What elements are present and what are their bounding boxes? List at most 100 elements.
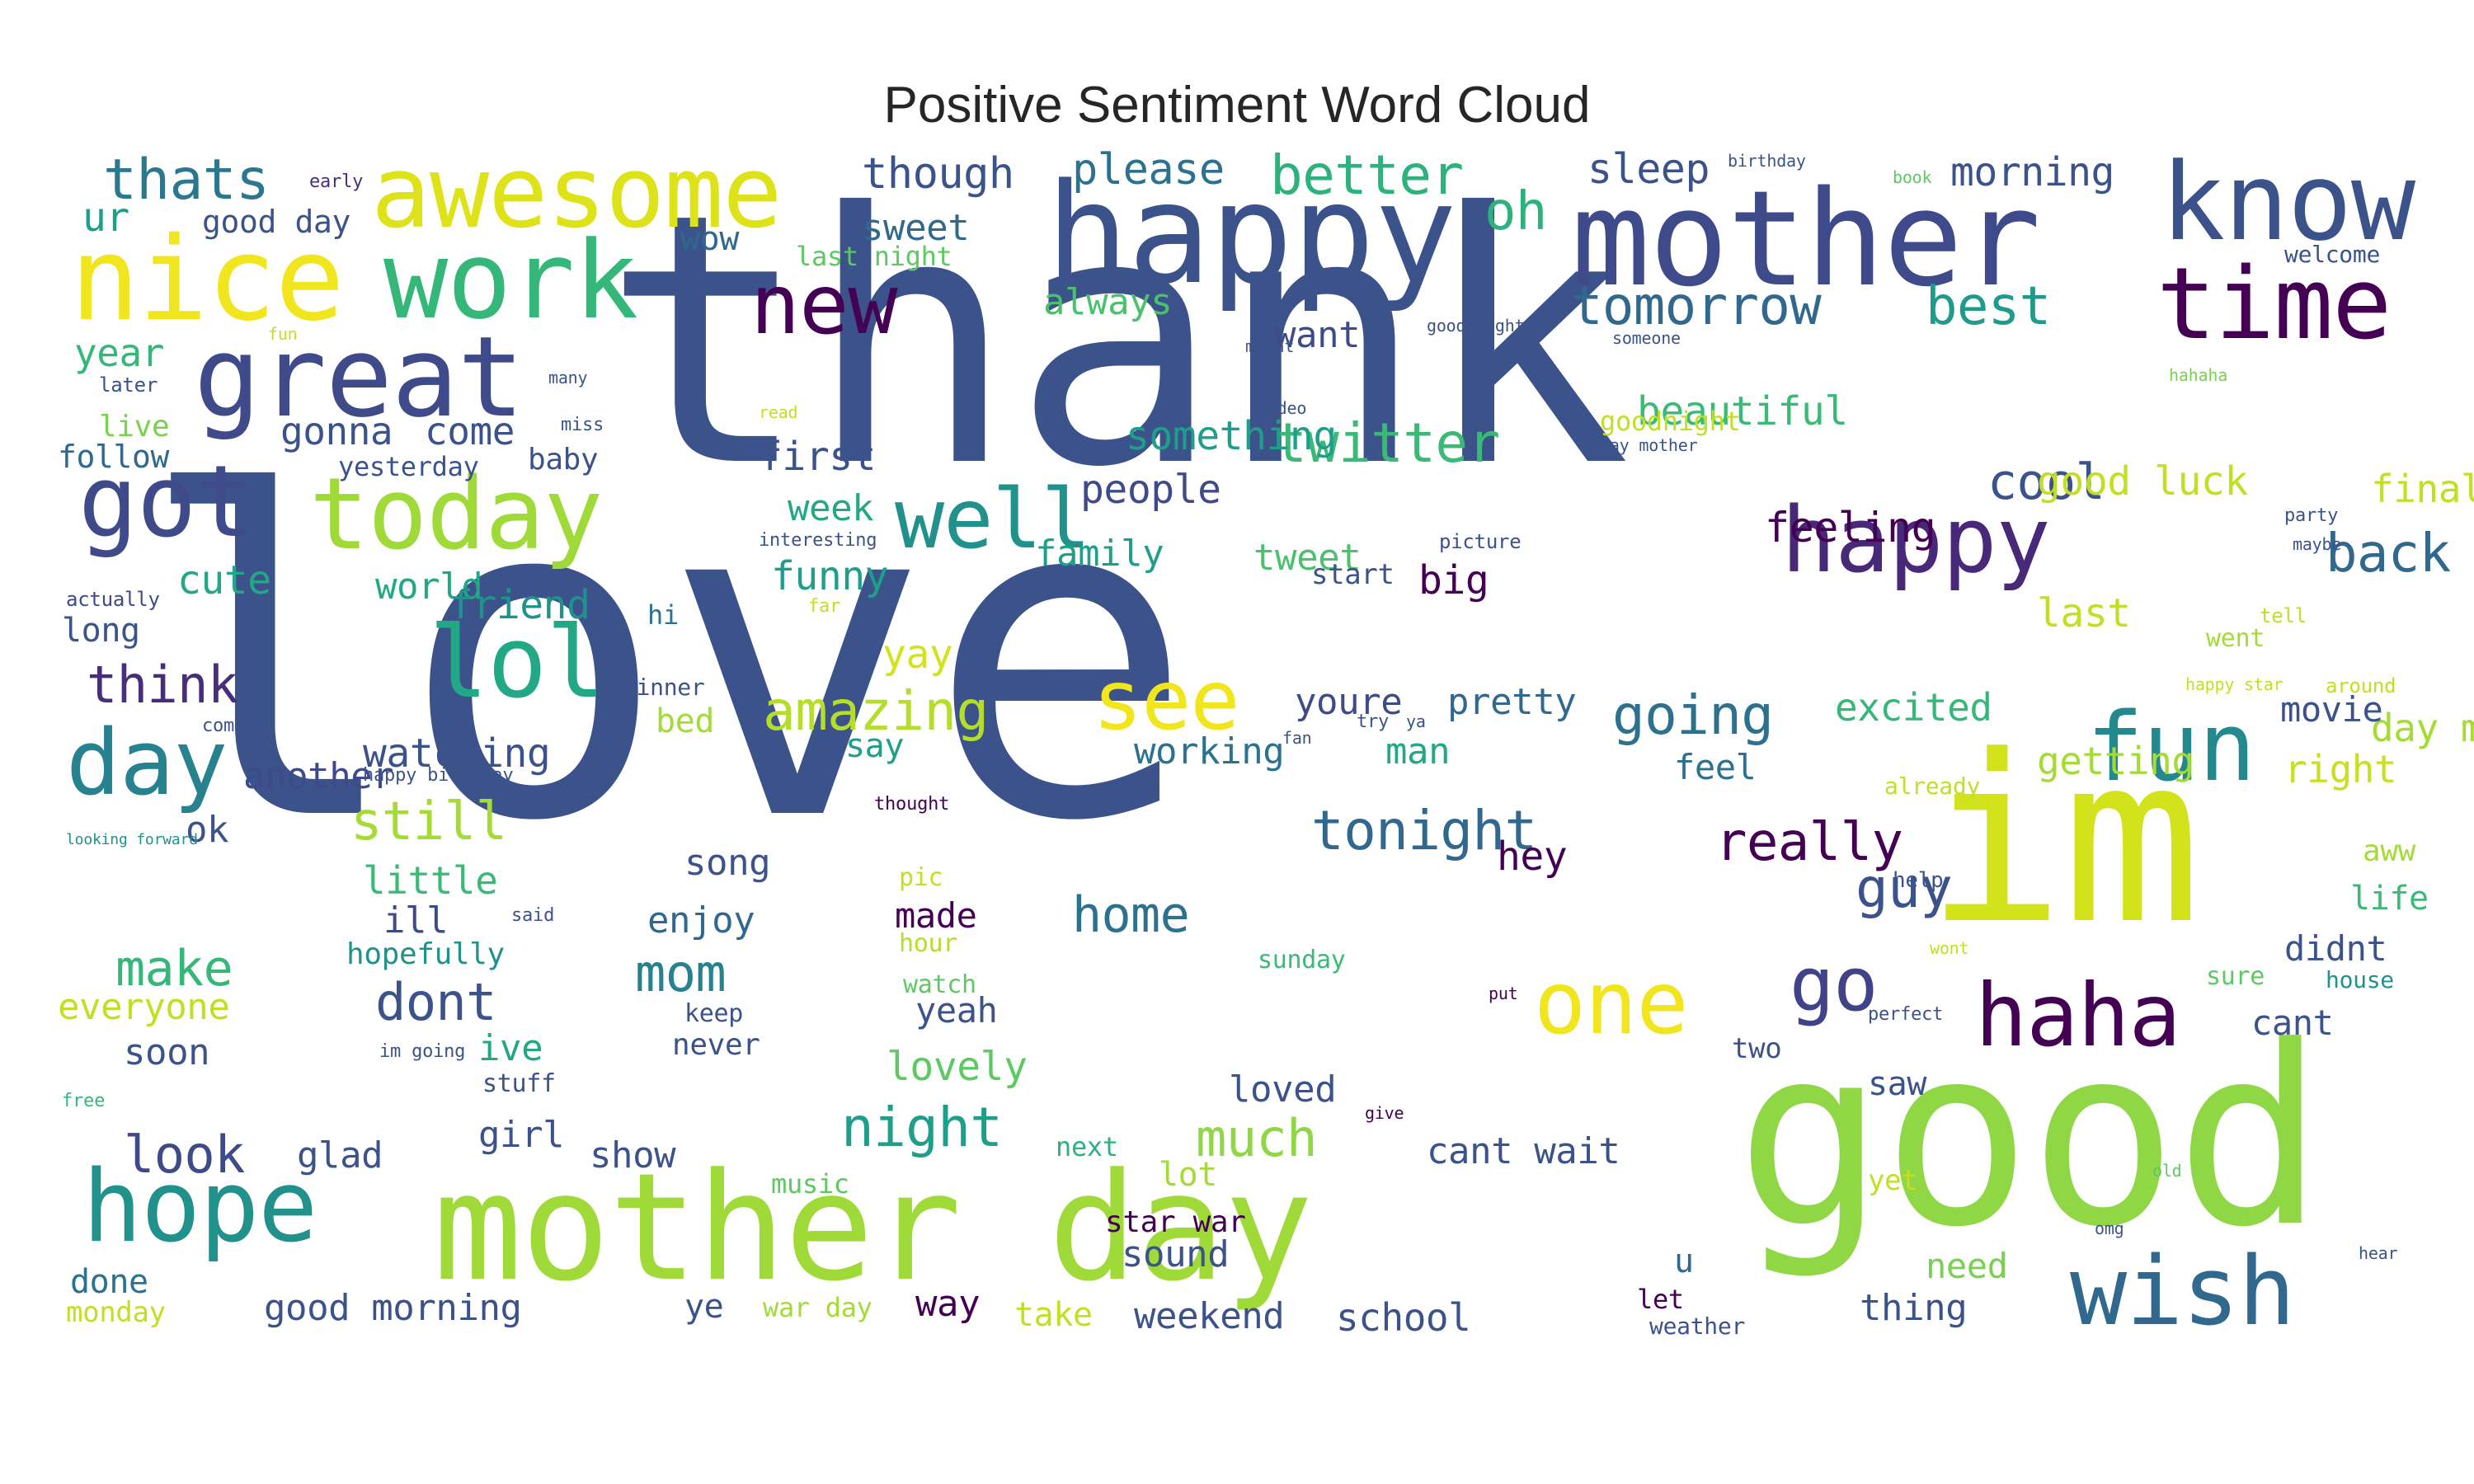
word: hey [1497,834,1568,880]
word: yeah [915,990,998,1031]
word: world [375,566,483,608]
word: follow [58,439,169,475]
word: man [1385,730,1451,773]
word: morning [1950,149,2114,195]
word: today [309,458,603,572]
word: many [548,368,588,387]
word: life [2350,880,2429,918]
word: night [841,1096,1003,1159]
word: time [2157,247,2392,362]
word: loved [1229,1068,1337,1111]
word: monday [66,1296,166,1329]
word: one [1534,953,1689,1054]
word: new [750,256,898,353]
word: yay [882,632,953,678]
word: let [1637,1284,1684,1315]
word: interesting [759,530,877,551]
word: around [2326,674,2396,697]
word: ill [383,899,449,942]
word: stuff [482,1069,556,1098]
word: guy [1856,857,1953,920]
word: baby [528,443,599,477]
word: wish [2070,1237,2295,1347]
word: beautiful [1637,388,1848,434]
word: amazing [763,679,989,743]
word: cant wait [1427,1130,1620,1172]
word: keep [684,999,744,1028]
word: live [99,410,170,444]
word: long [62,612,140,650]
word: getting [2037,739,2194,783]
word: goodnight [1600,406,1741,437]
word: help [1893,868,1944,893]
word: work [383,218,638,343]
word: good luck [2037,458,2248,505]
word: another [243,755,394,797]
word: omg [2095,1219,2124,1238]
word: ye [684,1288,724,1326]
word: ya [1406,711,1426,731]
word: try [1357,711,1390,732]
word: last night [796,241,952,272]
word: tonight [1311,799,1537,862]
word: good night [1427,316,1525,336]
word: though [862,149,1014,199]
word: make [115,940,233,998]
word: hear [2359,1243,2398,1263]
word: hopefully [346,937,505,971]
word: never [672,1028,760,1062]
word: still [350,791,507,852]
word: read [759,402,798,422]
word: perfect [1868,1004,1944,1025]
word: nice [70,213,345,347]
word: aww [2363,834,2415,868]
word: good day [202,204,350,240]
word: tell [2260,604,2307,627]
word: home [1072,886,1190,944]
word: might [1245,336,1295,356]
word: glad [297,1134,383,1176]
word: im going [379,1041,466,1062]
word: fun [268,324,298,344]
word: already [1884,773,1981,800]
word: coming [202,716,267,736]
word: war day [763,1292,872,1323]
word: please [1072,145,1225,195]
word: much [1196,1108,1317,1168]
word: excited [1835,685,1992,730]
word: working [1134,730,1285,773]
word: happy [1046,153,1457,315]
word: say [845,727,905,765]
word: tomorrow [1571,276,1822,337]
word: watch [903,970,976,999]
word: thank [602,140,1631,543]
word: ok [186,809,229,851]
word: ive [478,1027,543,1069]
word: party [2284,505,2339,526]
word: little [363,858,498,903]
word: music [771,1168,849,1200]
word: go [1790,942,1878,1028]
word: week [788,487,874,529]
word: gonna [280,409,393,453]
word: feel [1674,747,1757,787]
word: know [2161,139,2415,265]
word: u [1674,1242,1694,1280]
word: song [684,842,771,884]
word: day mother [1600,435,1698,455]
word: lovely [887,1044,1028,1090]
word: birthday [1728,151,1806,171]
word: dinner [623,674,705,701]
word: maybe [2293,534,2342,554]
word: school [1336,1295,1471,1340]
word: last [2037,590,2131,636]
word: way [915,1283,981,1325]
word: day mom [2371,706,2474,750]
word: need [1926,1246,2008,1286]
word: yesterday [338,451,479,482]
word: star war [1105,1205,1246,1239]
word: day [66,710,228,815]
word: looking forward [66,831,198,848]
word: soon [124,1031,210,1073]
